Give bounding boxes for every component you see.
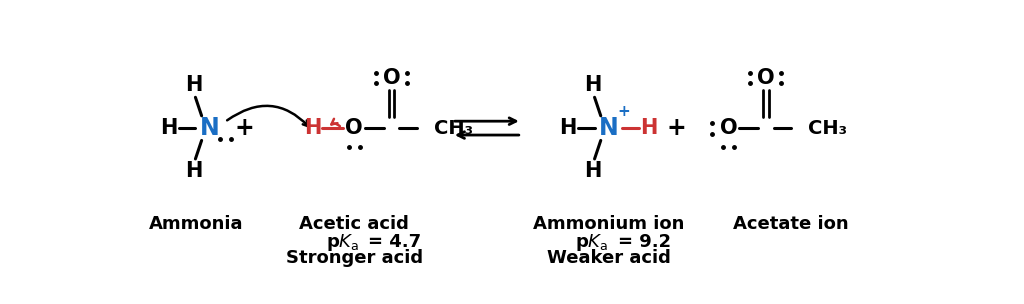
Text: p$\mathit{K}$$_\mathrm{a}$: p$\mathit{K}$$_\mathrm{a}$ xyxy=(575,232,608,253)
Text: +: + xyxy=(617,104,631,119)
Text: Acetic acid: Acetic acid xyxy=(299,215,410,233)
Text: H: H xyxy=(640,118,657,138)
Text: O: O xyxy=(720,118,737,138)
Text: = 9.2: = 9.2 xyxy=(617,233,671,251)
Text: N: N xyxy=(200,116,219,140)
Text: H: H xyxy=(161,118,178,138)
Text: +: + xyxy=(667,116,686,140)
Text: Weaker acid: Weaker acid xyxy=(547,249,671,267)
Text: H: H xyxy=(185,161,203,181)
Text: H: H xyxy=(585,161,602,181)
Text: O: O xyxy=(345,118,364,138)
Text: O: O xyxy=(383,68,400,88)
Text: N: N xyxy=(599,116,618,140)
Text: O: O xyxy=(757,68,774,88)
Text: H: H xyxy=(585,75,602,95)
Text: H: H xyxy=(304,118,322,138)
Text: H: H xyxy=(559,118,577,138)
Text: CH₃: CH₃ xyxy=(434,119,473,138)
Text: +: + xyxy=(234,116,254,140)
Text: Acetate ion: Acetate ion xyxy=(733,215,849,233)
Text: Ammonia: Ammonia xyxy=(148,215,244,233)
Text: = 4.7: = 4.7 xyxy=(369,233,421,251)
Text: Stronger acid: Stronger acid xyxy=(286,249,423,267)
Text: Ammonium ion: Ammonium ion xyxy=(532,215,684,233)
Text: H: H xyxy=(185,75,203,95)
Text: p$\mathit{K}$$_\mathrm{a}$: p$\mathit{K}$$_\mathrm{a}$ xyxy=(326,232,359,253)
Text: CH₃: CH₃ xyxy=(809,119,848,138)
